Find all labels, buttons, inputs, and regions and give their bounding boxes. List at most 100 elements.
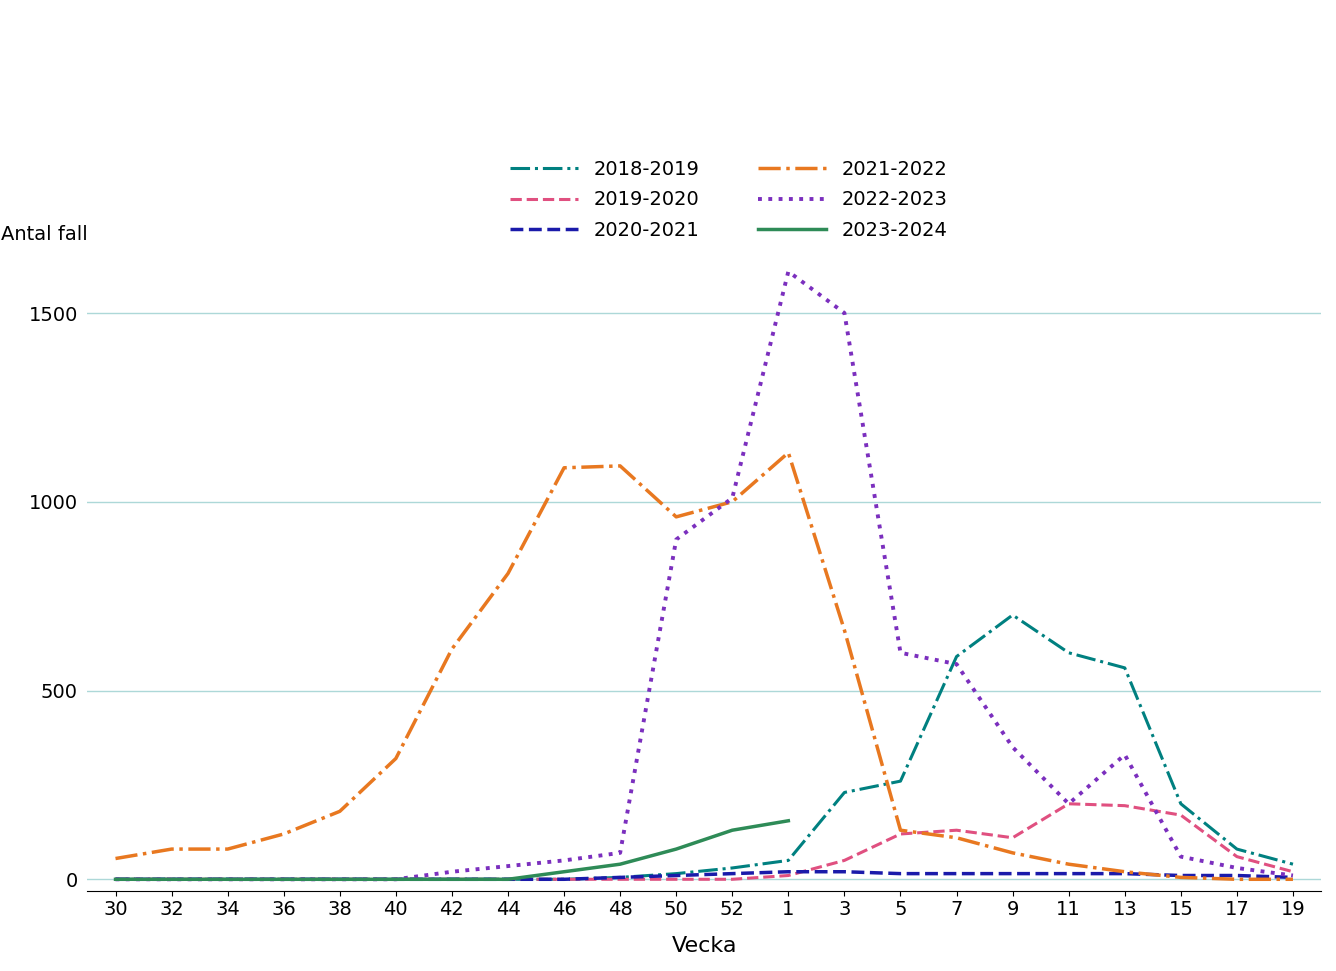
2020-2021 <box>1117 868 1133 880</box>
2018-2019 <box>892 775 908 787</box>
2021-2022 <box>780 447 796 458</box>
2021-2022 <box>1061 858 1077 870</box>
2019-2020 <box>1117 800 1133 812</box>
2019-2020 <box>1005 832 1021 844</box>
2019-2020 <box>1173 809 1189 820</box>
Line: 2018-2019: 2018-2019 <box>115 615 1293 880</box>
2021-2022 <box>724 496 740 508</box>
2020-2021 <box>331 874 347 886</box>
2018-2019 <box>724 862 740 874</box>
2022-2023 <box>949 658 965 670</box>
2018-2019 <box>107 874 123 886</box>
2020-2021 <box>780 866 796 878</box>
2018-2019 <box>612 872 628 884</box>
2019-2020 <box>219 874 235 886</box>
Line: 2020-2021: 2020-2021 <box>115 872 1293 880</box>
2021-2022 <box>219 843 235 854</box>
2018-2019 <box>1005 609 1021 620</box>
2019-2020 <box>387 874 403 886</box>
2018-2019 <box>500 874 516 886</box>
2023-2024 <box>500 874 516 886</box>
2020-2021 <box>612 872 628 884</box>
2020-2021 <box>949 868 965 880</box>
2019-2020 <box>892 828 908 840</box>
2022-2023 <box>724 492 740 504</box>
Line: 2021-2022: 2021-2022 <box>115 452 1293 880</box>
2018-2019 <box>163 874 179 886</box>
2021-2022 <box>949 832 965 844</box>
2019-2020 <box>444 874 460 886</box>
Line: 2022-2023: 2022-2023 <box>115 272 1293 880</box>
2021-2022 <box>1117 866 1133 878</box>
2018-2019 <box>1117 662 1133 674</box>
2020-2021 <box>836 866 852 878</box>
2019-2020 <box>500 874 516 886</box>
2018-2019 <box>444 874 460 886</box>
2022-2023 <box>612 847 628 858</box>
2023-2024 <box>724 824 740 836</box>
2018-2019 <box>780 854 796 866</box>
2022-2023 <box>1285 870 1301 882</box>
2019-2020 <box>780 870 796 882</box>
2023-2024 <box>163 874 179 886</box>
2020-2021 <box>163 874 179 886</box>
Legend: 2018-2019, 2019-2020, 2020-2021, 2021-2022, 2022-2023, 2023-2024: 2018-2019, 2019-2020, 2020-2021, 2021-20… <box>502 151 955 248</box>
2019-2020 <box>1061 798 1077 810</box>
2022-2023 <box>836 307 852 318</box>
2020-2021 <box>387 874 403 886</box>
2020-2021 <box>892 868 908 880</box>
2022-2023 <box>331 874 347 886</box>
2019-2020 <box>668 874 684 886</box>
2022-2023 <box>1117 749 1133 760</box>
2023-2024 <box>556 866 572 878</box>
2022-2023 <box>219 874 235 886</box>
2023-2024 <box>612 858 628 870</box>
2018-2019 <box>219 874 235 886</box>
2019-2020 <box>1285 866 1301 878</box>
2021-2022 <box>836 624 852 636</box>
2022-2023 <box>1229 862 1245 874</box>
2018-2019 <box>836 787 852 798</box>
2018-2019 <box>387 874 403 886</box>
2022-2023 <box>668 534 684 546</box>
2020-2021 <box>275 874 291 886</box>
2022-2023 <box>1173 851 1189 862</box>
2021-2022 <box>1173 872 1189 884</box>
2018-2019 <box>1285 858 1301 870</box>
2020-2021 <box>1173 870 1189 882</box>
2021-2022 <box>1229 874 1245 886</box>
2019-2020 <box>1229 851 1245 862</box>
2021-2022 <box>1285 874 1301 886</box>
2018-2019 <box>556 874 572 886</box>
2023-2024 <box>219 874 235 886</box>
2019-2020 <box>331 874 347 886</box>
2022-2023 <box>163 874 179 886</box>
2021-2022 <box>444 643 460 654</box>
2018-2019 <box>275 874 291 886</box>
2023-2024 <box>275 874 291 886</box>
2023-2024 <box>780 815 796 826</box>
2018-2019 <box>1229 843 1245 854</box>
2018-2019 <box>949 651 965 662</box>
2021-2022 <box>387 753 403 764</box>
2023-2024 <box>387 874 403 886</box>
2020-2021 <box>724 868 740 880</box>
2019-2020 <box>163 874 179 886</box>
2020-2021 <box>668 870 684 882</box>
2021-2022 <box>331 806 347 818</box>
2022-2023 <box>107 874 123 886</box>
2021-2022 <box>107 853 123 864</box>
2021-2022 <box>163 843 179 854</box>
2021-2022 <box>892 824 908 836</box>
2022-2023 <box>387 874 403 886</box>
2019-2020 <box>612 874 628 886</box>
2021-2022 <box>556 462 572 474</box>
2020-2021 <box>219 874 235 886</box>
2020-2021 <box>1005 868 1021 880</box>
2023-2024 <box>444 874 460 886</box>
2021-2022 <box>668 511 684 522</box>
2020-2021 <box>107 874 123 886</box>
2021-2022 <box>1005 847 1021 858</box>
2020-2021 <box>500 874 516 886</box>
X-axis label: Vecka: Vecka <box>672 936 737 956</box>
